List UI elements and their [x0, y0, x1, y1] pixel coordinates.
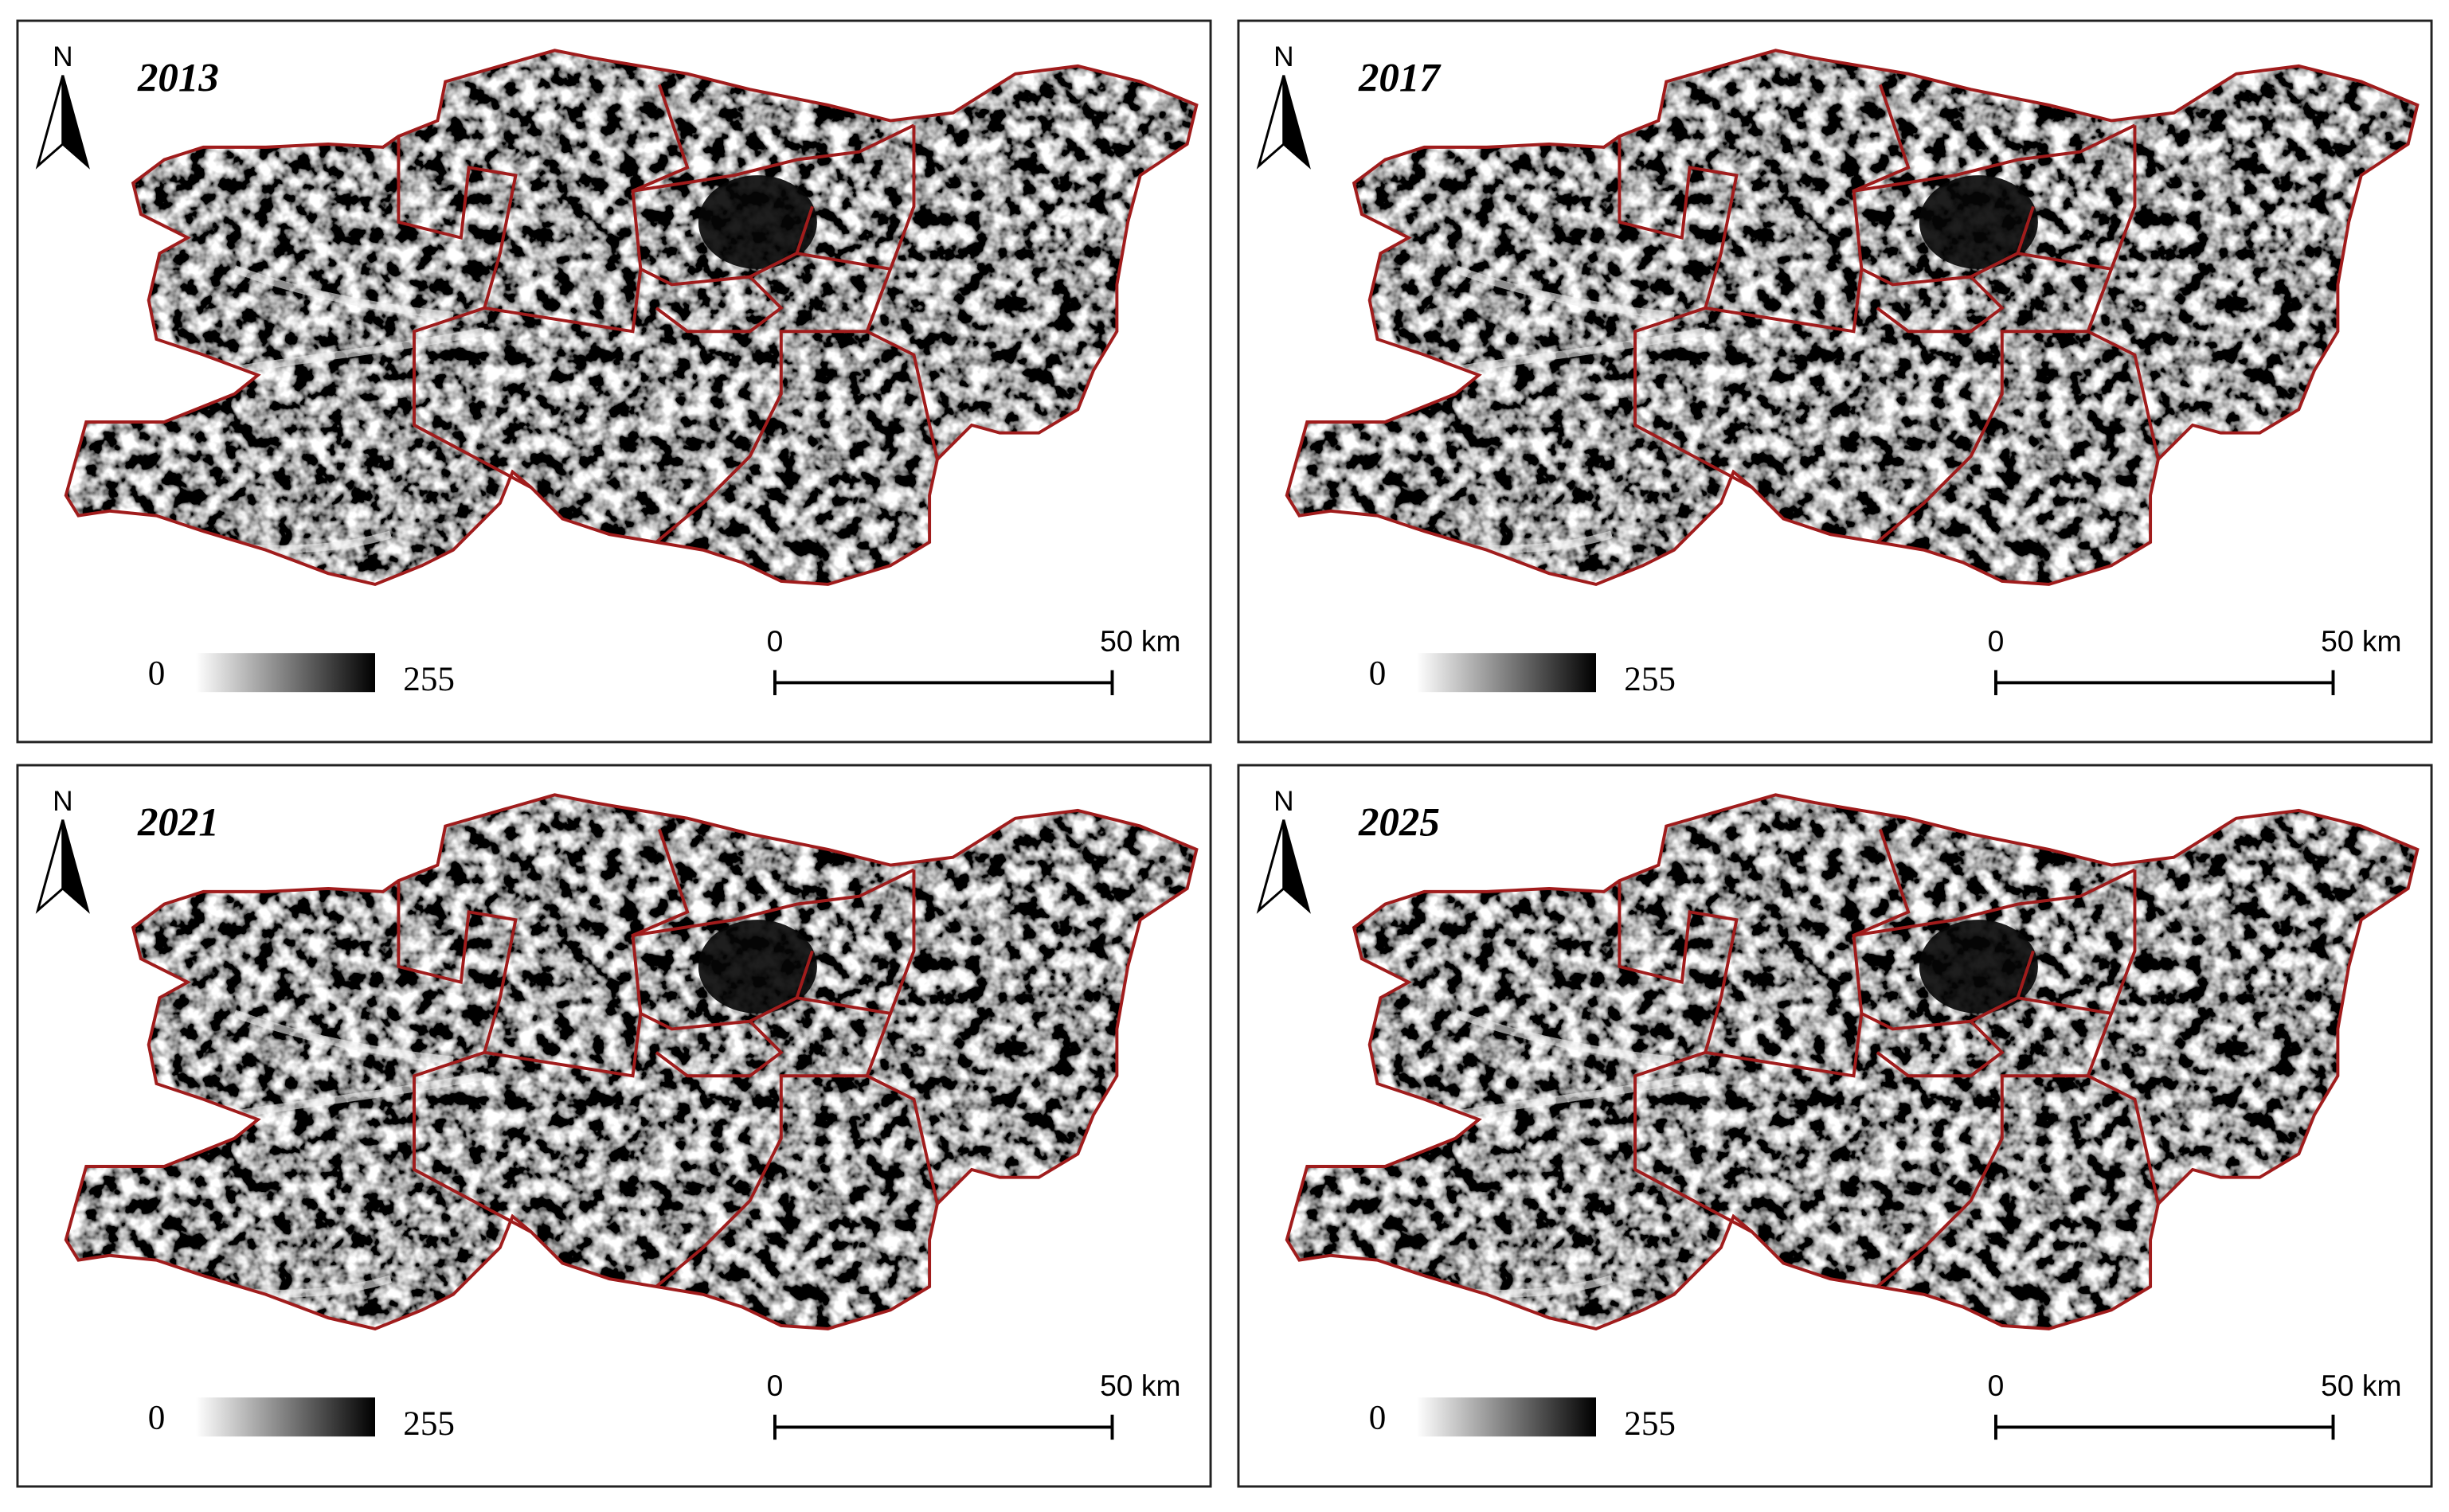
legend-min: 0	[148, 1399, 166, 1436]
legend-max: 255	[403, 661, 455, 698]
scale-start: 0	[1988, 624, 2005, 658]
north-arrow-right	[61, 819, 90, 914]
scale-end: 50 km	[2321, 624, 2401, 658]
year-label: 2017	[1358, 56, 1442, 100]
legend-min: 0	[1369, 1399, 1387, 1436]
north-arrow-right	[1282, 819, 1311, 914]
map-panel: N 2013 0 255 0 50 km	[16, 19, 1212, 744]
scale-end: 50 km	[1100, 624, 1180, 658]
legend-ramp	[1416, 1397, 1596, 1437]
year-label: 2021	[137, 800, 219, 845]
year-label: 2013	[137, 56, 219, 100]
map-panel: N 2017 0 255 0 50 km	[1237, 19, 2433, 744]
north-label: N	[53, 786, 72, 817]
scale-end: 50 km	[1100, 1369, 1180, 1402]
legend-max: 255	[1624, 661, 1676, 698]
year-label: 2025	[1358, 800, 1440, 845]
scale-end: 50 km	[2321, 1369, 2401, 1402]
scale-start: 0	[767, 1369, 784, 1402]
map-panel: N 2025 0 255 0 50 km	[1237, 764, 2433, 1488]
north-label: N	[1273, 786, 1293, 817]
north-label: N	[1273, 41, 1293, 72]
legend-min: 0	[148, 654, 166, 692]
legend-ramp	[1416, 653, 1596, 693]
north-label: N	[53, 41, 72, 72]
north-arrow-right	[1282, 75, 1311, 170]
legend-ramp	[195, 1397, 375, 1437]
map-panel: N 2021 0 255 0 50 km	[16, 764, 1212, 1488]
scale-start: 0	[767, 624, 784, 658]
legend-max: 255	[1624, 1405, 1676, 1443]
legend-ramp	[195, 653, 375, 693]
scale-start: 0	[1988, 1369, 2005, 1402]
legend-max: 255	[403, 1405, 455, 1443]
north-arrow-right	[61, 75, 90, 170]
legend-min: 0	[1369, 654, 1387, 692]
